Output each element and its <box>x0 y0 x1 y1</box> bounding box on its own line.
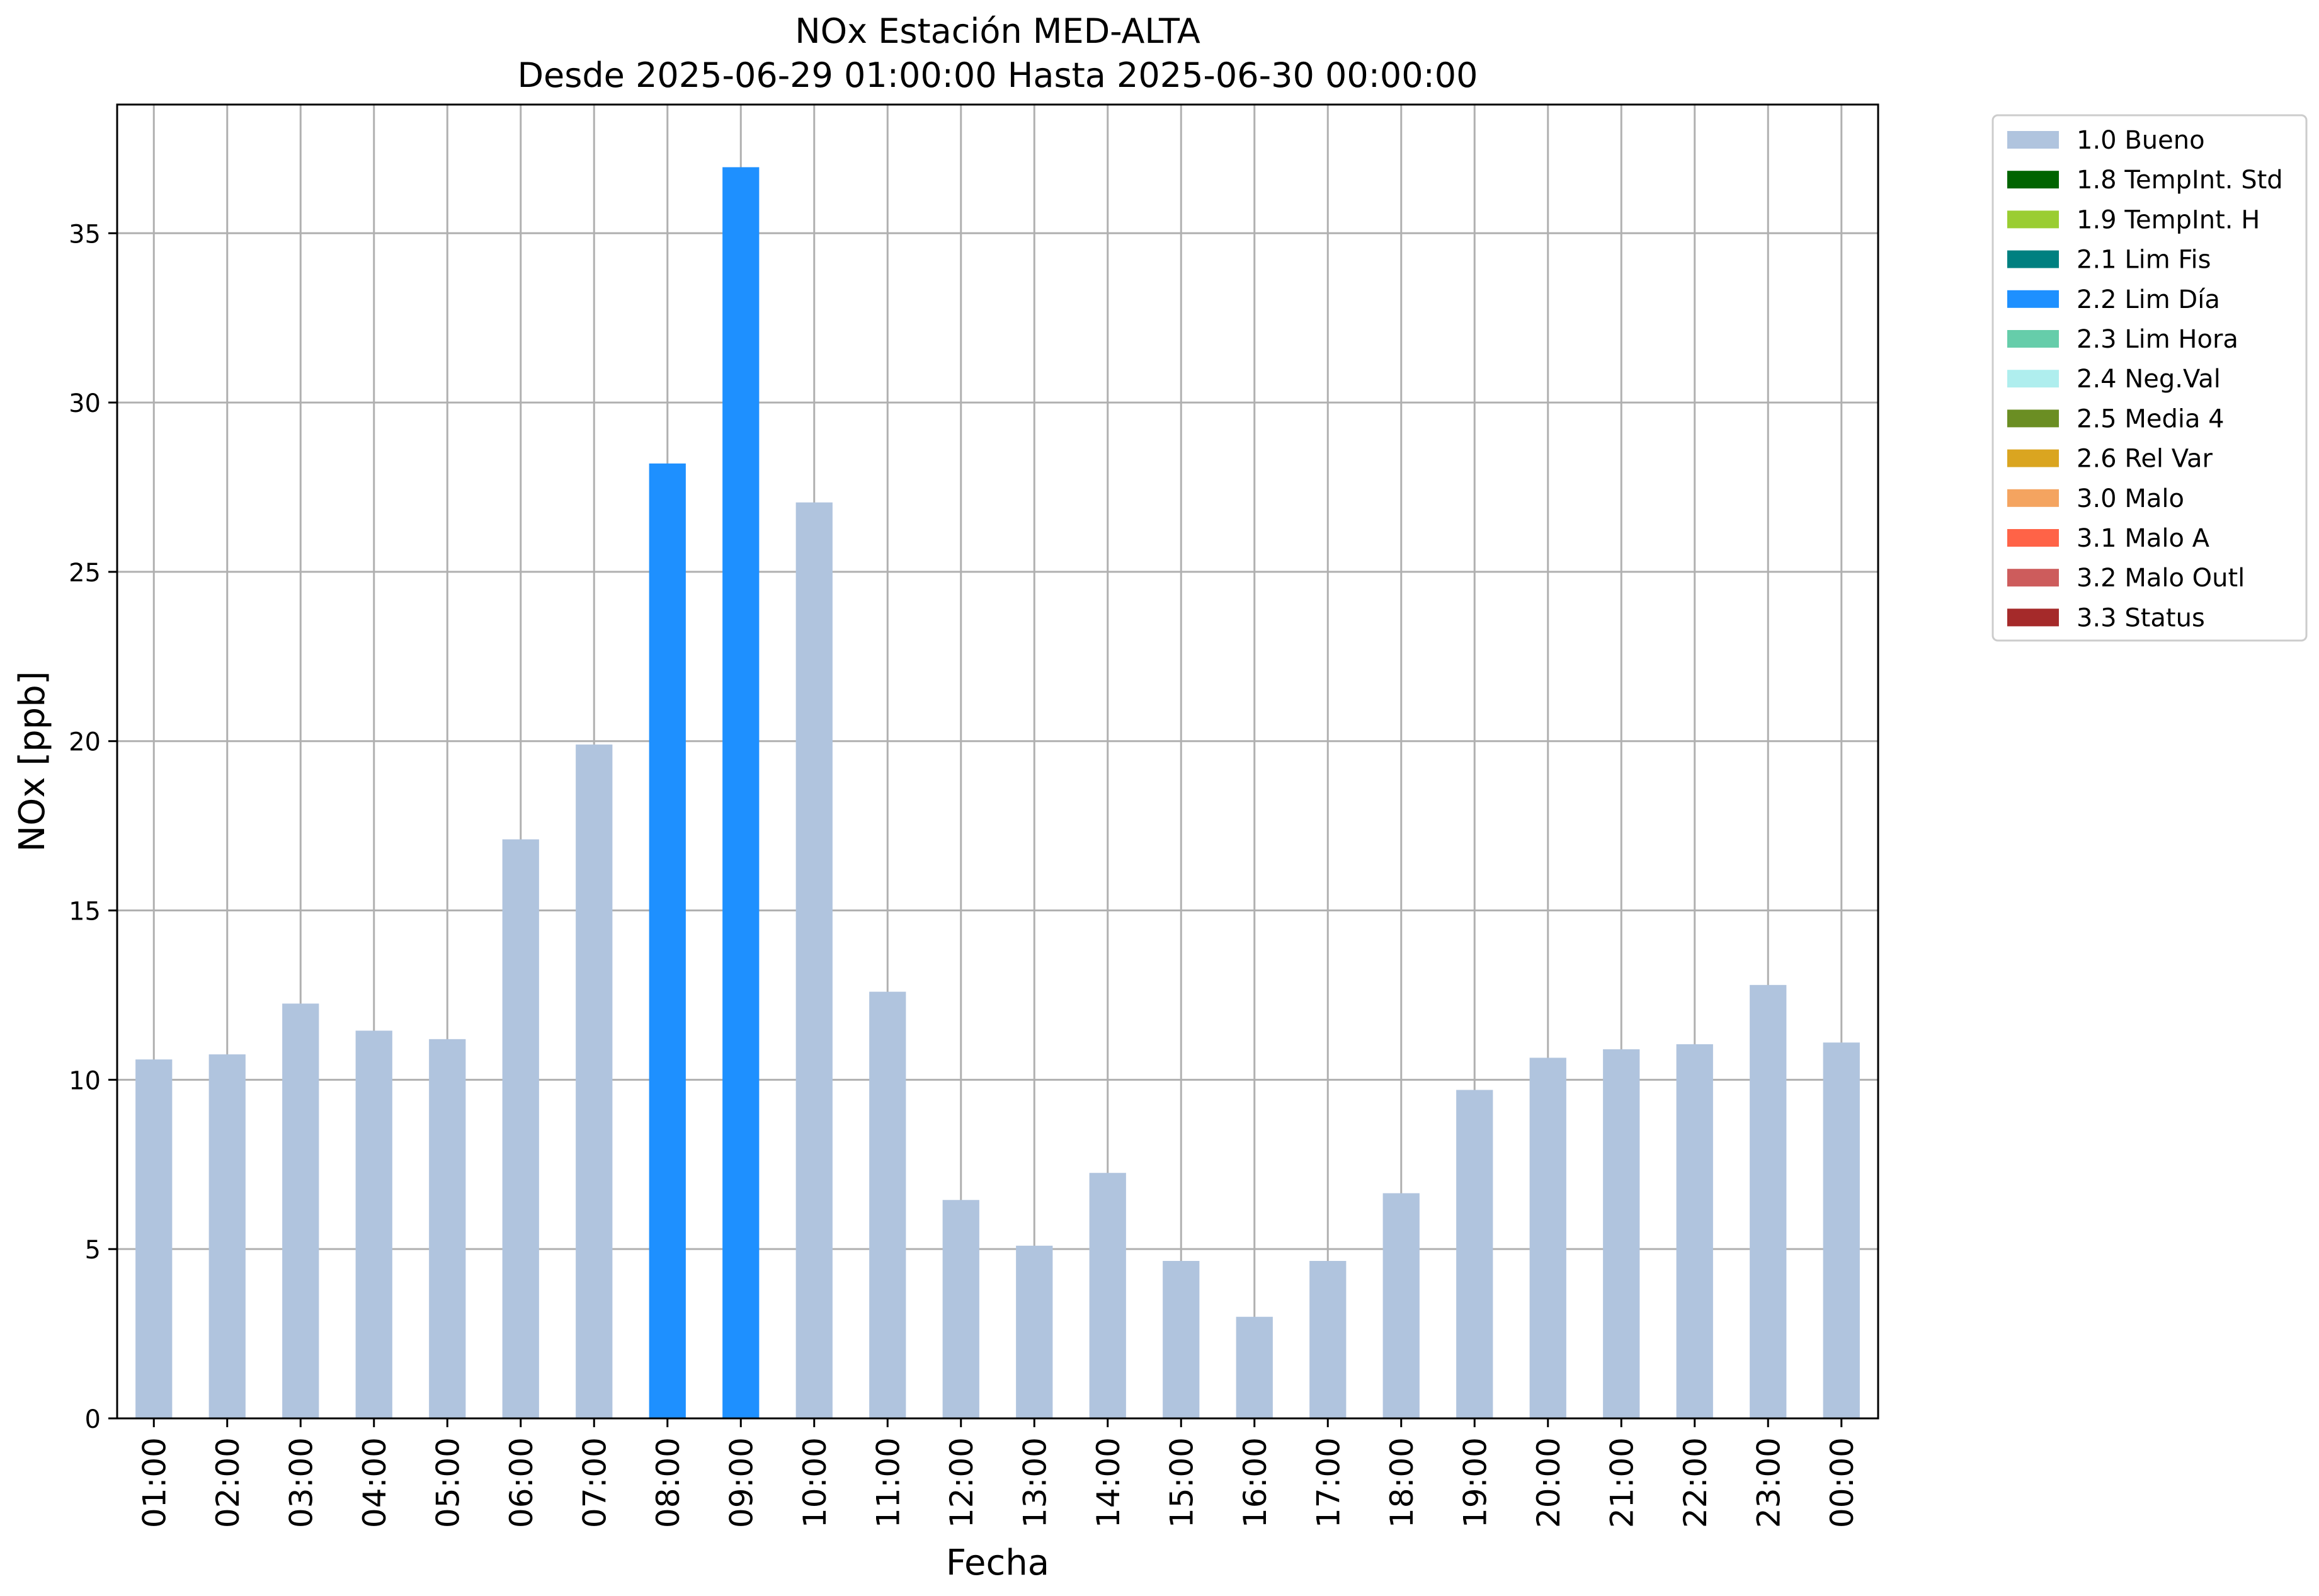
x-tick-label: 05:00 <box>430 1437 466 1528</box>
y-axis-label: NOx [ppb] <box>12 671 53 852</box>
bar-1600 <box>1236 1316 1273 1418</box>
x-tick-label: 20:00 <box>1530 1437 1567 1528</box>
legend-label: 3.1 Malo A <box>2077 524 2210 553</box>
x-tick-label: 18:00 <box>1384 1437 1420 1528</box>
bar-0000 <box>1823 1042 1860 1418</box>
y-tick-label: 30 <box>69 389 101 418</box>
bar-1200 <box>942 1200 979 1418</box>
bar-1100 <box>869 991 906 1418</box>
legend-label: 1.9 TempInt. H <box>2077 205 2260 234</box>
x-tick-label: 14:00 <box>1090 1437 1127 1528</box>
legend-label: 3.0 Malo <box>2077 484 2184 513</box>
bar-2000 <box>1529 1057 1566 1418</box>
legend-swatch <box>2007 608 2059 627</box>
x-axis: 01:00 02:00 03:00 04:00 05:00 06:00 07:00 08:00… <box>136 1418 1860 1528</box>
legend-label: 2.2 Lim Día <box>2077 285 2220 314</box>
legend-swatch <box>2007 131 2059 149</box>
legend-label: 3.3 Status <box>2077 603 2205 632</box>
y-tick-label: 20 <box>69 728 101 757</box>
x-tick-label: 03:00 <box>283 1437 319 1528</box>
legend-swatch <box>2007 330 2059 348</box>
chart-subtitle: Desde 2025-06-29 01:00:00 Hasta 2025-06-… <box>517 55 1478 95</box>
bar-1500 <box>1163 1261 1200 1418</box>
y-tick-label: 0 <box>85 1405 101 1434</box>
plot-frame <box>116 103 1879 1420</box>
x-tick-label: 10:00 <box>797 1437 833 1528</box>
legend-label: 1.0 Bueno <box>2077 126 2205 155</box>
x-tick-label: 15:00 <box>1163 1437 1200 1528</box>
bar-0400 <box>355 1030 392 1418</box>
x-axis-label: Fecha <box>946 1542 1049 1583</box>
legend-frame <box>1991 114 2308 642</box>
legend-swatch <box>2007 290 2059 308</box>
x-tick-label: 16:00 <box>1237 1437 1273 1528</box>
y-tick-label: 15 <box>69 898 101 926</box>
legend-swatch <box>2007 370 2059 388</box>
x-tick-label: 04:00 <box>356 1437 393 1528</box>
x-tick-label: 02:00 <box>210 1437 246 1528</box>
legend-swatch <box>2007 210 2059 229</box>
x-tick-label: 17:00 <box>1310 1437 1347 1528</box>
bar-1300 <box>1016 1245 1053 1418</box>
legend-label: 2.1 Lim Fis <box>2077 246 2211 275</box>
bars <box>135 167 1860 1419</box>
legend-swatch <box>2007 449 2059 467</box>
legend-label: 3.2 Malo Outl <box>2077 564 2245 593</box>
x-tick-label: 00:00 <box>1824 1437 1860 1528</box>
bar-0100 <box>135 1059 173 1418</box>
legend-swatch <box>2007 250 2059 268</box>
y-axis: 0 5 10 15 20 25 30 35 <box>69 220 117 1434</box>
legend-swatch <box>2007 529 2059 547</box>
x-tick-label: 01:00 <box>136 1437 173 1528</box>
chart-title: NOx Estación MED-ALTA <box>795 11 1200 51</box>
legend-swatch <box>2007 409 2059 428</box>
bar-0200 <box>208 1054 246 1418</box>
x-tick-label: 09:00 <box>723 1437 760 1528</box>
y-tick-label: 5 <box>85 1236 101 1265</box>
legend-label: 2.3 Lim Hora <box>2077 325 2238 354</box>
x-tick-label: 21:00 <box>1604 1437 1640 1528</box>
x-tick-label: 11:00 <box>870 1437 906 1528</box>
x-tick-label: 06:00 <box>503 1437 540 1528</box>
x-tick-label: 13:00 <box>1017 1437 1053 1528</box>
bar-0300 <box>282 1003 319 1418</box>
bar-2300 <box>1750 984 1787 1418</box>
legend: 1.0 Bueno 1.8 TempInt. Std 1.9 TempInt. H 2… <box>1991 114 2308 642</box>
bar-0800 <box>649 463 686 1418</box>
legend-label: 1.8 TempInt. Std <box>2077 166 2283 195</box>
y-tick-label: 35 <box>69 220 101 249</box>
x-tick-label: 07:00 <box>576 1437 613 1528</box>
bar-1700 <box>1309 1261 1347 1418</box>
x-tick-label: 23:00 <box>1750 1437 1787 1528</box>
bar-0600 <box>502 839 539 1418</box>
bar-0900 <box>722 167 760 1419</box>
x-tick-label: 12:00 <box>943 1437 980 1528</box>
bar-0500 <box>429 1039 466 1418</box>
bar-1800 <box>1382 1193 1420 1418</box>
legend-swatch <box>2007 171 2059 189</box>
x-tick-label: 08:00 <box>650 1437 687 1528</box>
legend-label: 2.4 Neg.Val <box>2077 365 2221 394</box>
legend-swatch <box>2007 569 2059 587</box>
legend-label: 2.6 Rel Var <box>2077 445 2213 474</box>
y-tick-label: 25 <box>69 559 101 588</box>
bar-0700 <box>576 744 613 1418</box>
y-tick-label: 10 <box>69 1066 101 1095</box>
x-tick-label: 19:00 <box>1457 1437 1493 1528</box>
bar-1000 <box>795 502 833 1419</box>
bar-2100 <box>1603 1049 1640 1418</box>
x-tick-label: 22:00 <box>1677 1437 1714 1528</box>
bar-1900 <box>1456 1090 1493 1418</box>
legend-swatch <box>2007 489 2059 507</box>
legend-label: 2.5 Media 4 <box>2077 404 2225 433</box>
bar-2200 <box>1676 1044 1713 1418</box>
bar-1400 <box>1089 1173 1126 1418</box>
